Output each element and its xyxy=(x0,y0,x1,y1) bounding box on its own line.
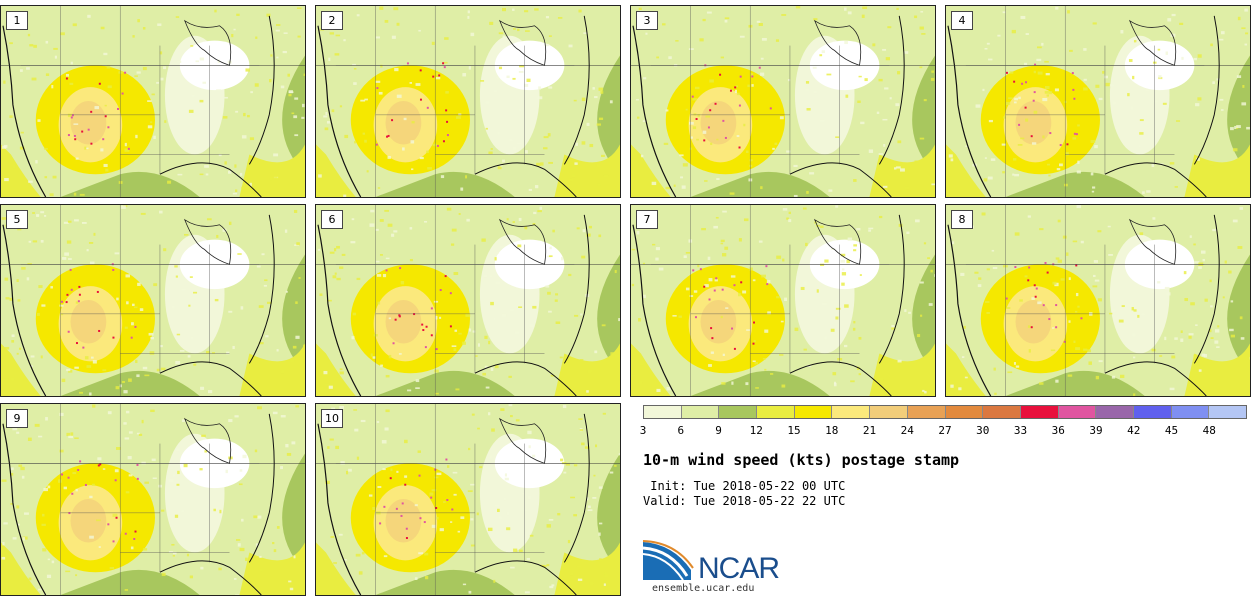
colorbar-swatch xyxy=(794,406,833,418)
member-label: 4 xyxy=(951,11,973,30)
logo-text: NCAR xyxy=(698,552,780,585)
member-label: 7 xyxy=(636,210,658,229)
colorbar-swatch xyxy=(719,406,758,418)
member-map: 2 xyxy=(315,5,621,198)
member-map: 1 xyxy=(0,5,306,198)
colorbar-swatch xyxy=(1058,406,1097,418)
colorbar-swatch xyxy=(681,406,720,418)
colorbar-swatch xyxy=(1096,406,1134,418)
colorbar-swatch xyxy=(644,406,682,418)
member-label: 2 xyxy=(321,11,343,30)
member-label: 6 xyxy=(321,210,343,229)
member-map: 4 xyxy=(945,5,1251,198)
colorbar-tick-label: 3 xyxy=(639,424,647,437)
init-time: Init: Tue 2018-05-22 00 UTC xyxy=(643,479,846,493)
member-map: 5 xyxy=(0,204,306,397)
member-label: 10 xyxy=(321,409,343,428)
colorbar-tick-label: 30 xyxy=(976,424,990,437)
colorbar-tick-label: 6 xyxy=(677,424,685,437)
colorbar-tick-label: 21 xyxy=(862,424,877,437)
colorbar-swatch xyxy=(1133,406,1172,418)
member-map: 8 xyxy=(945,204,1251,397)
colorbar-tick-label: 18 xyxy=(825,424,839,437)
colorbar-tick-label: 39 xyxy=(1089,424,1103,437)
colorbar-swatch xyxy=(870,406,908,418)
colorbar-tick-label: 48 xyxy=(1202,424,1216,437)
colorbar-tick-label: 36 xyxy=(1051,424,1065,437)
colorbar-swatch xyxy=(757,406,795,418)
colorbar-swatch xyxy=(832,406,871,418)
colorbar-swatch xyxy=(1209,406,1246,418)
member-map: 9 xyxy=(0,403,306,596)
colorbar xyxy=(643,405,1247,419)
colorbar-swatch xyxy=(983,406,1021,418)
colorbar-tick-label: 42 xyxy=(1127,424,1141,437)
colorbar-swatch xyxy=(907,406,946,418)
member-map: 3 xyxy=(630,5,936,198)
colorbar-tick-label: 45 xyxy=(1164,424,1179,437)
member-label: 1 xyxy=(6,11,28,30)
member-map: 7 xyxy=(630,204,936,397)
colorbar-ticks: 3 6 9 12 15 18 21 24 27 30 33 36 39 42 45 48 xyxy=(639,424,1247,438)
valid-time: Valid: Tue 2018-05-22 22 UTC xyxy=(643,494,846,508)
member-map: 10 xyxy=(315,403,621,596)
member-map: 6 xyxy=(315,204,621,397)
member-label: 5 xyxy=(6,210,28,229)
colorbar-swatch xyxy=(945,406,984,418)
member-label: 8 xyxy=(951,210,973,229)
colorbar-tick-label: 27 xyxy=(938,424,952,437)
colorbar-tick-label: 33 xyxy=(1013,424,1028,437)
site-url[interactable]: ensemble.ucar.edu xyxy=(652,583,755,594)
member-label: 3 xyxy=(636,11,658,30)
colorbar-swatch xyxy=(1020,406,1059,418)
plot-title: 10-m wind speed (kts) postage stamp xyxy=(643,451,960,469)
colorbar-tick-label: 24 xyxy=(900,424,914,437)
colorbar-swatch xyxy=(1171,406,1210,418)
member-label: 9 xyxy=(6,409,28,428)
ncar-logo-icon xyxy=(643,540,694,581)
colorbar-tick-label: 9 xyxy=(715,424,722,437)
colorbar-tick-label: 15 xyxy=(787,424,801,437)
colorbar-tick-label: 12 xyxy=(749,424,763,437)
